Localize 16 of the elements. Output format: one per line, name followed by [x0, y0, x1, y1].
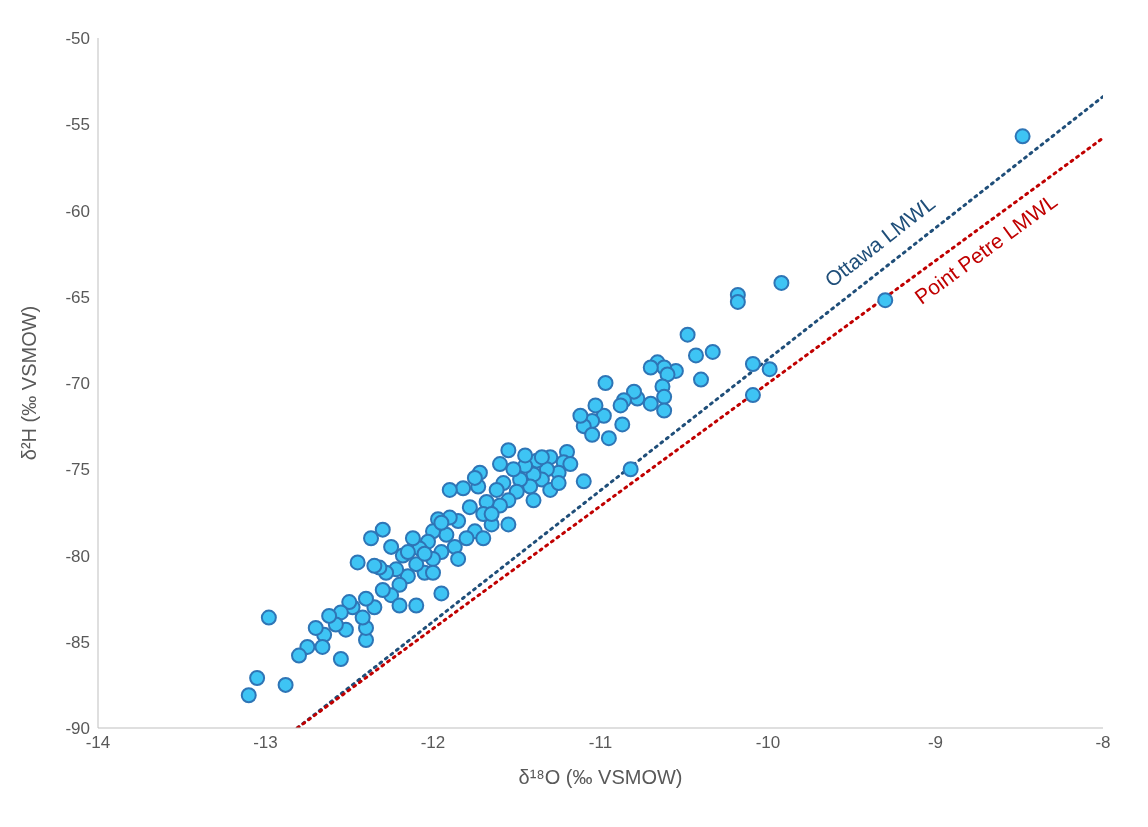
y-tick-label: -80 — [65, 546, 90, 566]
x-axis-title: δ¹⁸O (‰ VSMOW) — [518, 766, 683, 788]
y-axis-title: δ²H (‰ VSMOW) — [18, 305, 40, 461]
x-tick-label: -9 — [927, 733, 944, 753]
y-tick-label: -60 — [65, 201, 90, 221]
x-tick-label: -11 — [588, 733, 613, 753]
x-tick-label: -13 — [253, 733, 278, 753]
y-tick-label: -75 — [65, 460, 90, 480]
y-tick-label: -70 — [65, 374, 90, 394]
y-tick-label: -55 — [65, 115, 90, 135]
x-tick-label: -8 — [1095, 733, 1111, 753]
y-tick-label: -85 — [65, 632, 90, 652]
y-tick-label: -50 — [65, 29, 90, 49]
x-tick-label: -10 — [755, 733, 781, 753]
y-tick-label: -65 — [65, 287, 90, 307]
x-tick-label: -12 — [420, 733, 446, 753]
